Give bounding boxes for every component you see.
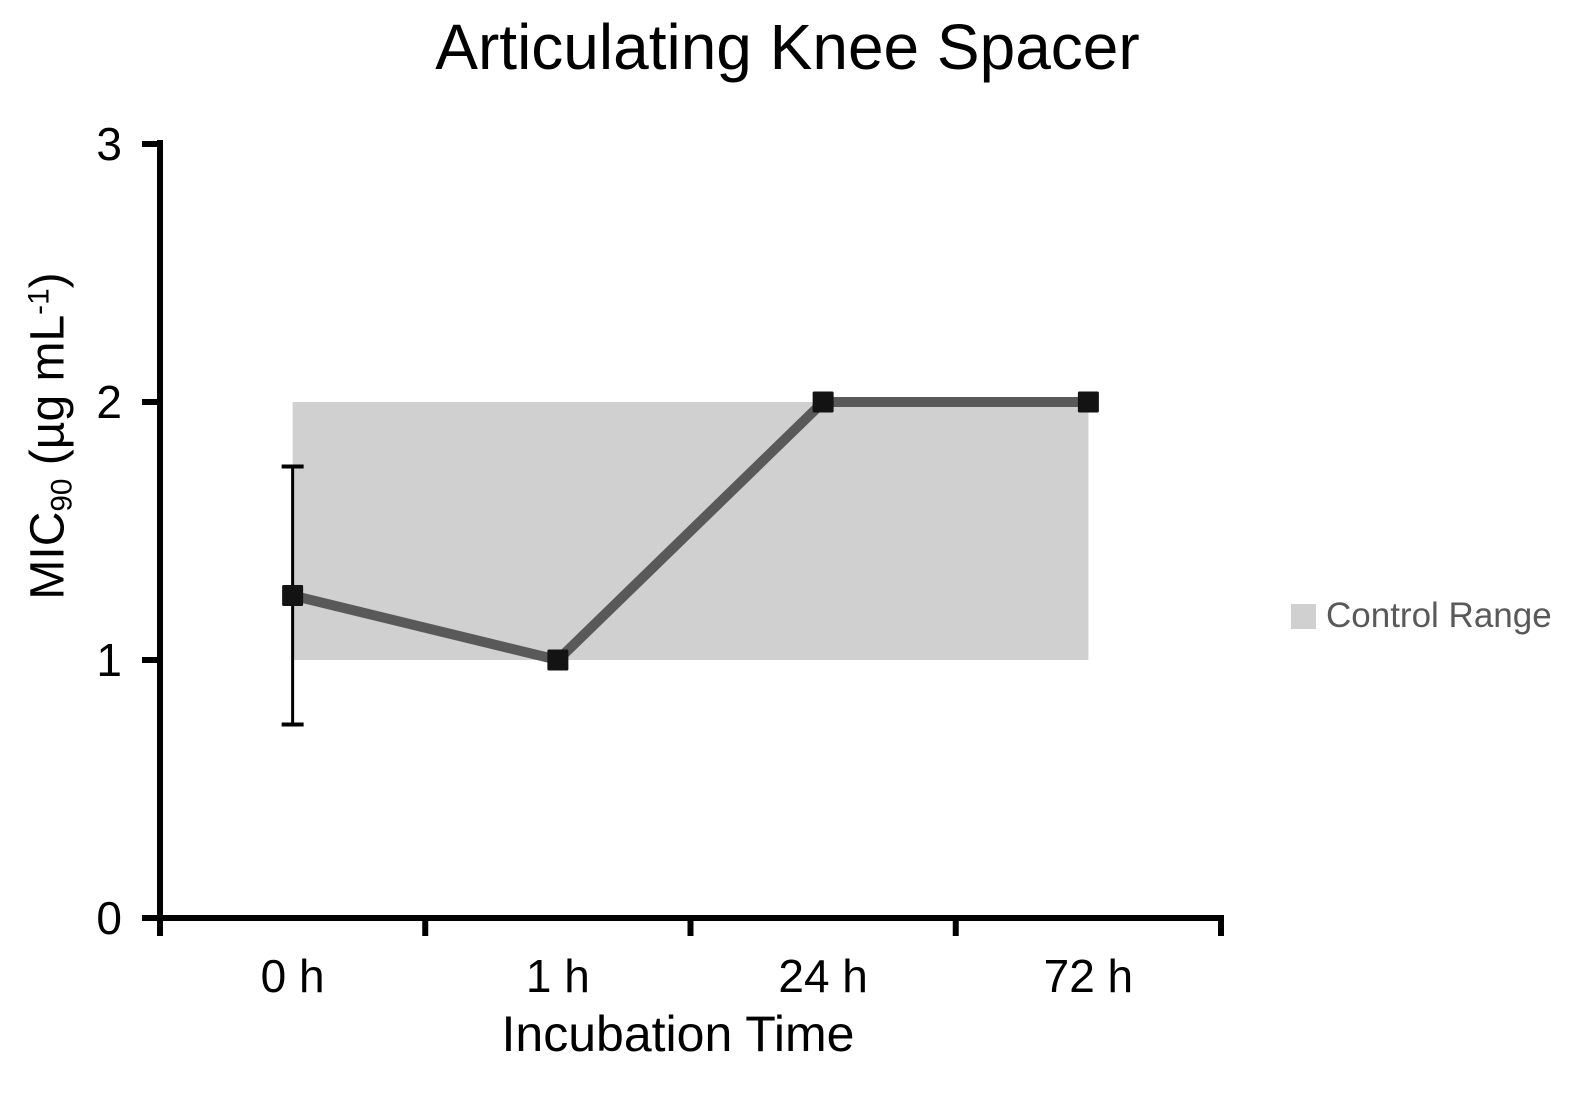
series-line (291, 397, 1089, 666)
data-point-marker-0h (282, 585, 304, 606)
legend: Control Range (1291, 596, 1552, 636)
legend-label-control-range: Control Range (1326, 596, 1552, 635)
x-tick-label-0h: 0 h (261, 950, 325, 1002)
data-point-marker-72h (1077, 391, 1099, 413)
x-tick-label-72h: 72 h (1044, 950, 1134, 1002)
data-point-marker-24h (812, 391, 834, 413)
y-tick-label-2: 2 (96, 376, 122, 428)
x-axis-title: Incubation Time (501, 1006, 855, 1062)
x-tick-label-24h: 24 h (778, 950, 868, 1002)
x-tick-label-1h: 1 h (526, 950, 590, 1002)
y-tick-label-3: 3 (96, 118, 122, 170)
data-point-marker-1h (547, 649, 569, 671)
chart-title: Articulating Knee Spacer (435, 11, 1140, 83)
y-tick-label-0: 0 (96, 892, 122, 944)
legend-swatch-control-range (1291, 603, 1316, 629)
y-tick-label-1: 1 (96, 634, 122, 686)
